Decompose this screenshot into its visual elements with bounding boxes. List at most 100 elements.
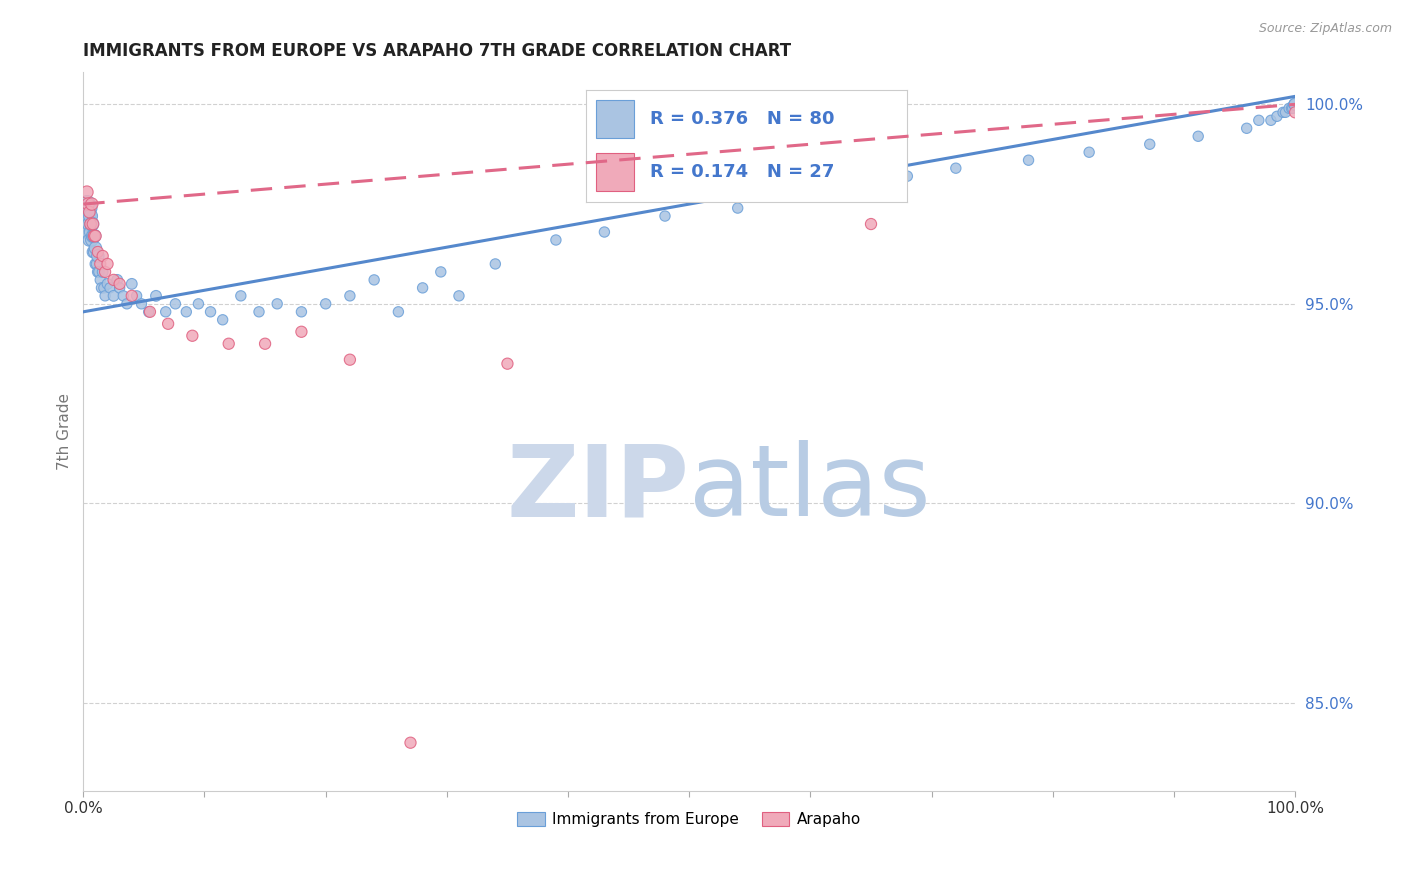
Point xyxy=(1018,153,1040,168)
Text: ZIP: ZIP xyxy=(506,441,689,538)
Text: IMMIGRANTS FROM EUROPE VS ARAPAHO 7TH GRADE CORRELATION CHART: IMMIGRANTS FROM EUROPE VS ARAPAHO 7TH GR… xyxy=(83,42,792,60)
Point xyxy=(79,225,101,239)
Point xyxy=(799,185,821,199)
Point xyxy=(84,229,107,244)
Point xyxy=(80,233,103,247)
Point xyxy=(79,209,101,223)
Point xyxy=(896,169,918,183)
Point xyxy=(339,352,361,367)
Point xyxy=(1278,101,1301,115)
Point xyxy=(247,305,270,319)
Point xyxy=(848,177,870,191)
Point xyxy=(93,281,115,295)
Point xyxy=(121,277,143,291)
Point xyxy=(484,257,506,271)
Point xyxy=(84,241,107,255)
Point xyxy=(1282,97,1305,112)
Point xyxy=(339,289,361,303)
Point xyxy=(91,265,114,279)
Point xyxy=(1078,145,1101,160)
Point xyxy=(82,217,104,231)
Point xyxy=(79,217,101,231)
Point xyxy=(87,265,110,279)
Point xyxy=(108,277,131,291)
Point xyxy=(115,297,138,311)
Point xyxy=(218,336,240,351)
Point xyxy=(125,289,148,303)
Point xyxy=(266,297,288,311)
Point xyxy=(1260,113,1282,128)
Point xyxy=(80,197,103,211)
Point xyxy=(1281,101,1303,115)
Point xyxy=(79,201,101,215)
Point xyxy=(77,225,100,239)
Point xyxy=(412,281,434,295)
Point xyxy=(89,273,111,287)
Point xyxy=(79,217,101,231)
Point xyxy=(654,209,676,223)
Point xyxy=(87,265,110,279)
Point xyxy=(229,289,252,303)
Point xyxy=(83,229,105,244)
Point xyxy=(94,265,117,279)
Point xyxy=(1284,97,1306,112)
Point xyxy=(79,205,101,219)
Point xyxy=(108,281,131,295)
Point xyxy=(187,297,209,311)
Point xyxy=(1187,129,1209,144)
Point xyxy=(155,305,177,319)
Point xyxy=(290,325,312,339)
Point xyxy=(89,257,111,271)
Point xyxy=(859,217,882,231)
Point xyxy=(91,249,114,263)
Point xyxy=(83,229,105,244)
Point xyxy=(211,313,233,327)
Point xyxy=(138,305,160,319)
Point xyxy=(176,305,198,319)
Point xyxy=(157,317,180,331)
Point xyxy=(83,244,105,259)
Point xyxy=(77,197,100,211)
Point xyxy=(387,305,409,319)
Text: Source: ZipAtlas.com: Source: ZipAtlas.com xyxy=(1258,22,1392,36)
Point xyxy=(315,297,337,311)
Point xyxy=(105,273,128,287)
Point xyxy=(945,161,967,176)
Point xyxy=(82,244,104,259)
Point xyxy=(121,289,143,303)
Point xyxy=(290,305,312,319)
Point xyxy=(254,336,277,351)
Point xyxy=(727,201,749,215)
Point xyxy=(112,289,135,303)
Point xyxy=(430,265,453,279)
Point xyxy=(79,233,101,247)
Point xyxy=(82,229,104,244)
Point xyxy=(76,197,98,211)
Point xyxy=(131,297,153,311)
Point xyxy=(1139,137,1161,152)
Point xyxy=(96,257,118,271)
Legend: Immigrants from Europe, Arapaho: Immigrants from Europe, Arapaho xyxy=(509,805,869,835)
Point xyxy=(87,244,110,259)
Point xyxy=(103,273,125,287)
Point xyxy=(1247,113,1270,128)
Point xyxy=(103,289,125,303)
Point xyxy=(1265,109,1288,123)
Point xyxy=(90,281,112,295)
Point xyxy=(80,217,103,231)
Point xyxy=(1281,101,1303,115)
Point xyxy=(1284,105,1306,120)
Y-axis label: 7th Grade: 7th Grade xyxy=(58,393,72,470)
Point xyxy=(87,249,110,263)
Text: atlas: atlas xyxy=(689,441,931,538)
Point xyxy=(76,185,98,199)
Point xyxy=(139,305,162,319)
Point xyxy=(363,273,385,287)
Point xyxy=(94,289,117,303)
Point xyxy=(96,277,118,291)
Point xyxy=(77,209,100,223)
Point xyxy=(76,217,98,231)
Point xyxy=(496,357,519,371)
Point xyxy=(447,289,470,303)
Point xyxy=(399,736,422,750)
